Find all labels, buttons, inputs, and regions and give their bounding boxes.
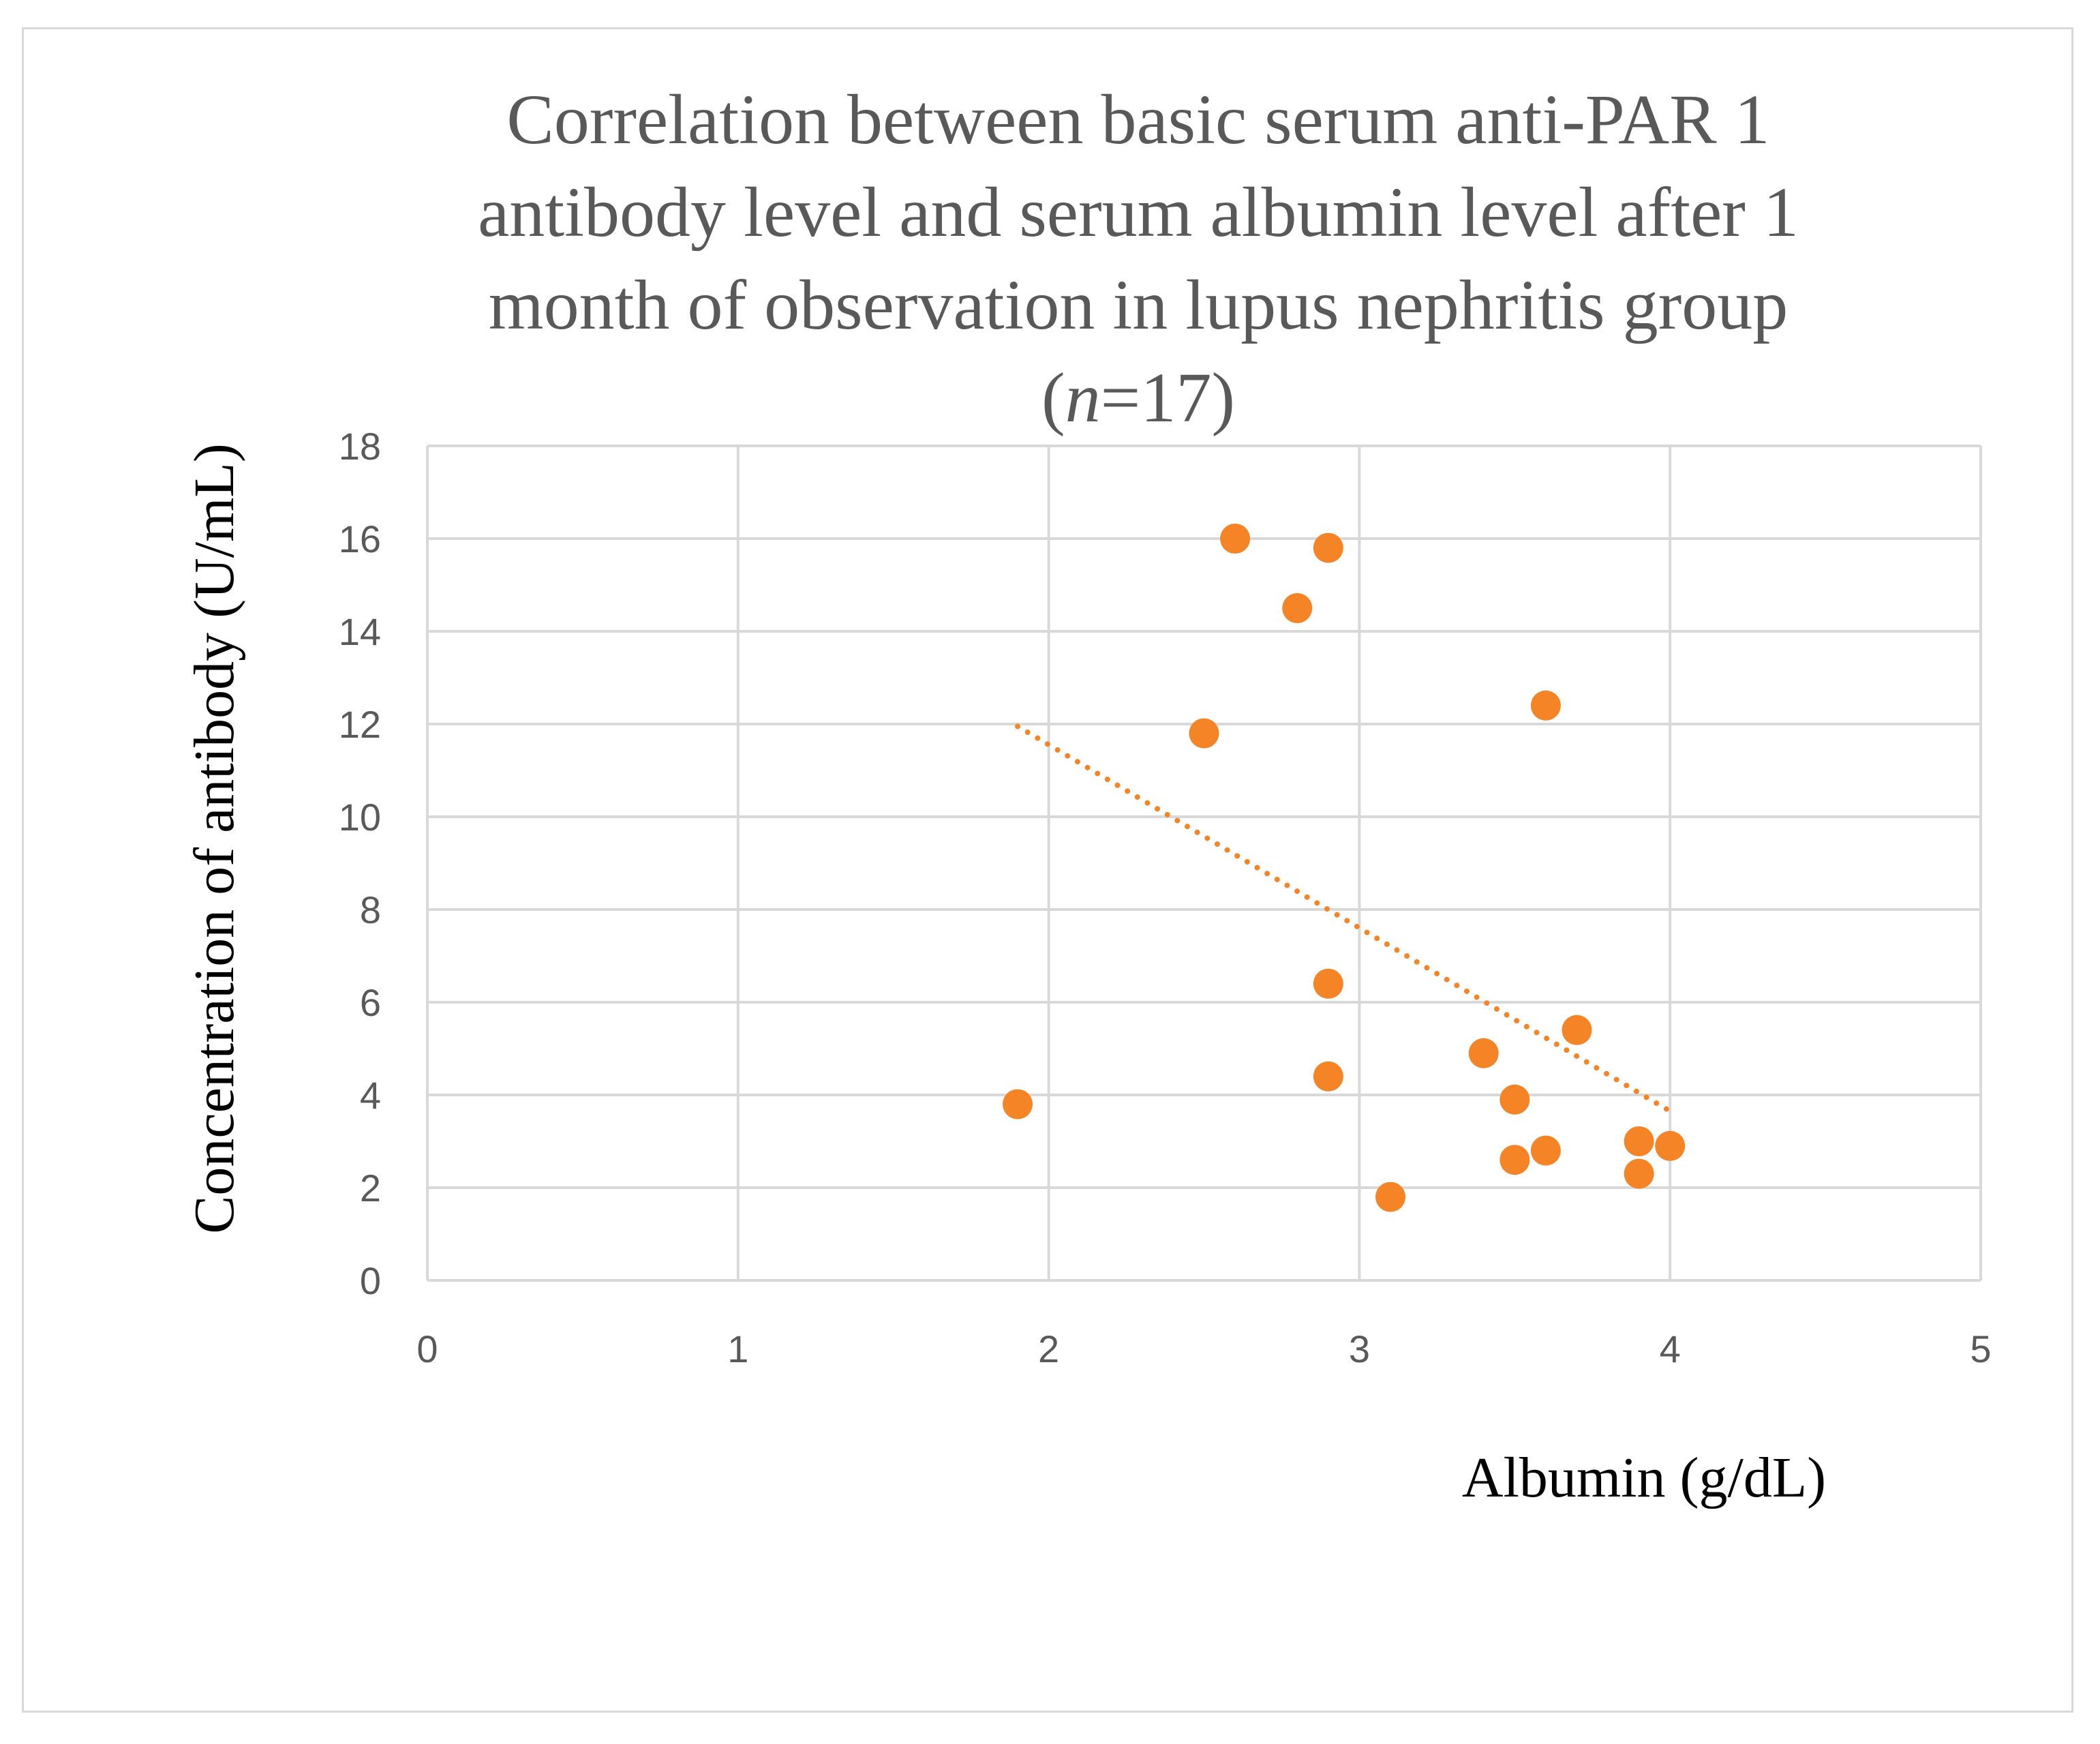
data-point <box>1468 1038 1499 1068</box>
data-point <box>1282 593 1313 623</box>
data-point <box>1500 1084 1530 1115</box>
x-tick-label: 5 <box>1970 1327 1991 1370</box>
chart-title: Correlation between basic serum anti-PAR… <box>478 80 1799 437</box>
data-point <box>1375 1182 1405 1212</box>
x-tick-label: 2 <box>1038 1327 1059 1370</box>
y-tick-label: 16 <box>339 517 381 560</box>
data-point <box>1313 968 1343 999</box>
y-axis-tick-labels: 0 2 4 6 8 10 12 14 16 18 <box>339 425 381 1302</box>
data-point <box>1220 524 1251 554</box>
data-point <box>1189 718 1219 749</box>
data-point <box>1624 1126 1654 1156</box>
y-tick-label: 6 <box>360 981 381 1024</box>
y-tick-label: 10 <box>339 796 381 839</box>
data-point <box>1003 1089 1033 1119</box>
data-point <box>1313 532 1343 563</box>
y-tick-label: 2 <box>360 1167 381 1209</box>
x-axis-tick-labels: 0 1 2 3 4 5 <box>416 1327 1991 1370</box>
x-tick-label: 1 <box>727 1327 748 1370</box>
x-tick-label: 4 <box>1660 1327 1681 1370</box>
x-tick-label: 0 <box>416 1327 438 1370</box>
chart-title-n-italic: n <box>1065 359 1101 437</box>
vertical-gridlines <box>426 446 1982 1280</box>
y-tick-label: 8 <box>360 888 381 931</box>
y-tick-label: 14 <box>339 610 381 653</box>
chart-title-line-3: month of observation in lupus nephritis … <box>489 266 1788 344</box>
y-axis-title: Concentration of antibody (U/mL) <box>183 443 246 1233</box>
y-tick-label: 0 <box>360 1259 381 1302</box>
data-points <box>1003 524 1686 1212</box>
trendline-group <box>1015 723 1673 1114</box>
horizontal-gridlines <box>427 445 1981 1282</box>
chart-title-line-2: antibody level and serum albumin level a… <box>478 173 1799 252</box>
y-tick-label: 4 <box>360 1074 381 1117</box>
x-tick-label: 3 <box>1349 1327 1370 1370</box>
x-axis-title: Albumin (g/dL) <box>1462 1446 1826 1509</box>
data-point <box>1313 1061 1343 1092</box>
data-point <box>1562 1014 1592 1045</box>
y-tick-label: 18 <box>339 425 381 468</box>
y-tick-label: 12 <box>339 703 381 746</box>
data-point <box>1655 1130 1686 1161</box>
data-point <box>1624 1158 1654 1189</box>
chart-title-n-rest: =17) <box>1101 359 1235 437</box>
data-point <box>1530 1135 1561 1166</box>
data-point <box>1500 1145 1530 1175</box>
chart-title-line-4: (n=17) <box>1041 359 1235 437</box>
chart-title-line-1: Correlation between basic serum anti-PAR… <box>506 80 1769 159</box>
linear-trendline <box>1015 723 1673 1114</box>
chart-title-n-open: ( <box>1041 359 1065 437</box>
data-point <box>1530 690 1561 721</box>
